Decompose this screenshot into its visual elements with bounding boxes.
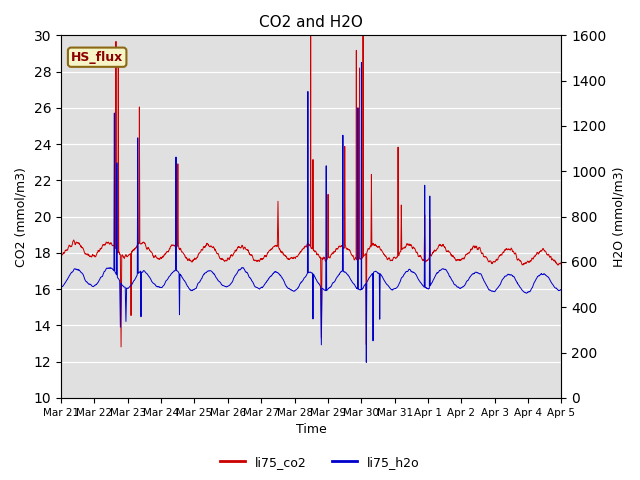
li75_h2o <box>336 270 344 276</box>
li75_co2 <box>117 344 125 350</box>
li75_h2o <box>325 285 333 291</box>
Line: li75_h2o: li75_h2o <box>61 62 561 362</box>
li75_h2o <box>196 277 204 283</box>
li75_h2o <box>557 287 565 293</box>
Y-axis label: H2O (mmol/m3): H2O (mmol/m3) <box>612 167 625 267</box>
Text: HS_flux: HS_flux <box>71 51 124 64</box>
li75_co2 <box>528 257 536 263</box>
X-axis label: Time: Time <box>296 423 326 436</box>
Title: CO2 and H2O: CO2 and H2O <box>259 15 363 30</box>
Legend: li75_co2, li75_h2o: li75_co2, li75_h2o <box>215 451 425 474</box>
Y-axis label: CO2 (mmol/m3): CO2 (mmol/m3) <box>15 167 28 266</box>
li75_h2o <box>358 60 365 65</box>
li75_h2o <box>514 281 522 287</box>
li75_co2 <box>514 256 522 262</box>
li75_h2o <box>57 284 65 289</box>
li75_h2o <box>362 360 370 365</box>
li75_co2 <box>197 249 205 254</box>
li75_h2o <box>457 285 465 291</box>
li75_co2 <box>307 33 314 38</box>
li75_co2 <box>326 255 333 261</box>
li75_co2 <box>557 259 565 265</box>
li75_co2 <box>457 258 465 264</box>
li75_h2o <box>528 286 536 291</box>
Line: li75_co2: li75_co2 <box>61 36 561 347</box>
li75_co2 <box>337 244 344 250</box>
li75_co2 <box>57 252 65 257</box>
